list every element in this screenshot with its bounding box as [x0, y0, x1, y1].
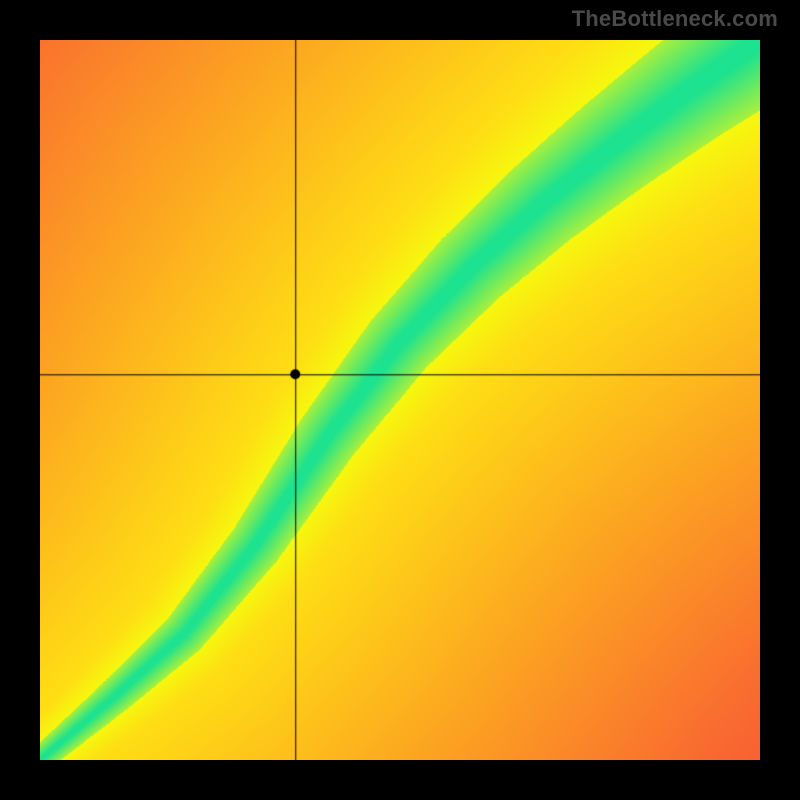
bottleneck-heatmap	[40, 40, 760, 760]
heatmap-canvas	[40, 40, 760, 760]
watermark-text: TheBottleneck.com	[572, 6, 778, 32]
